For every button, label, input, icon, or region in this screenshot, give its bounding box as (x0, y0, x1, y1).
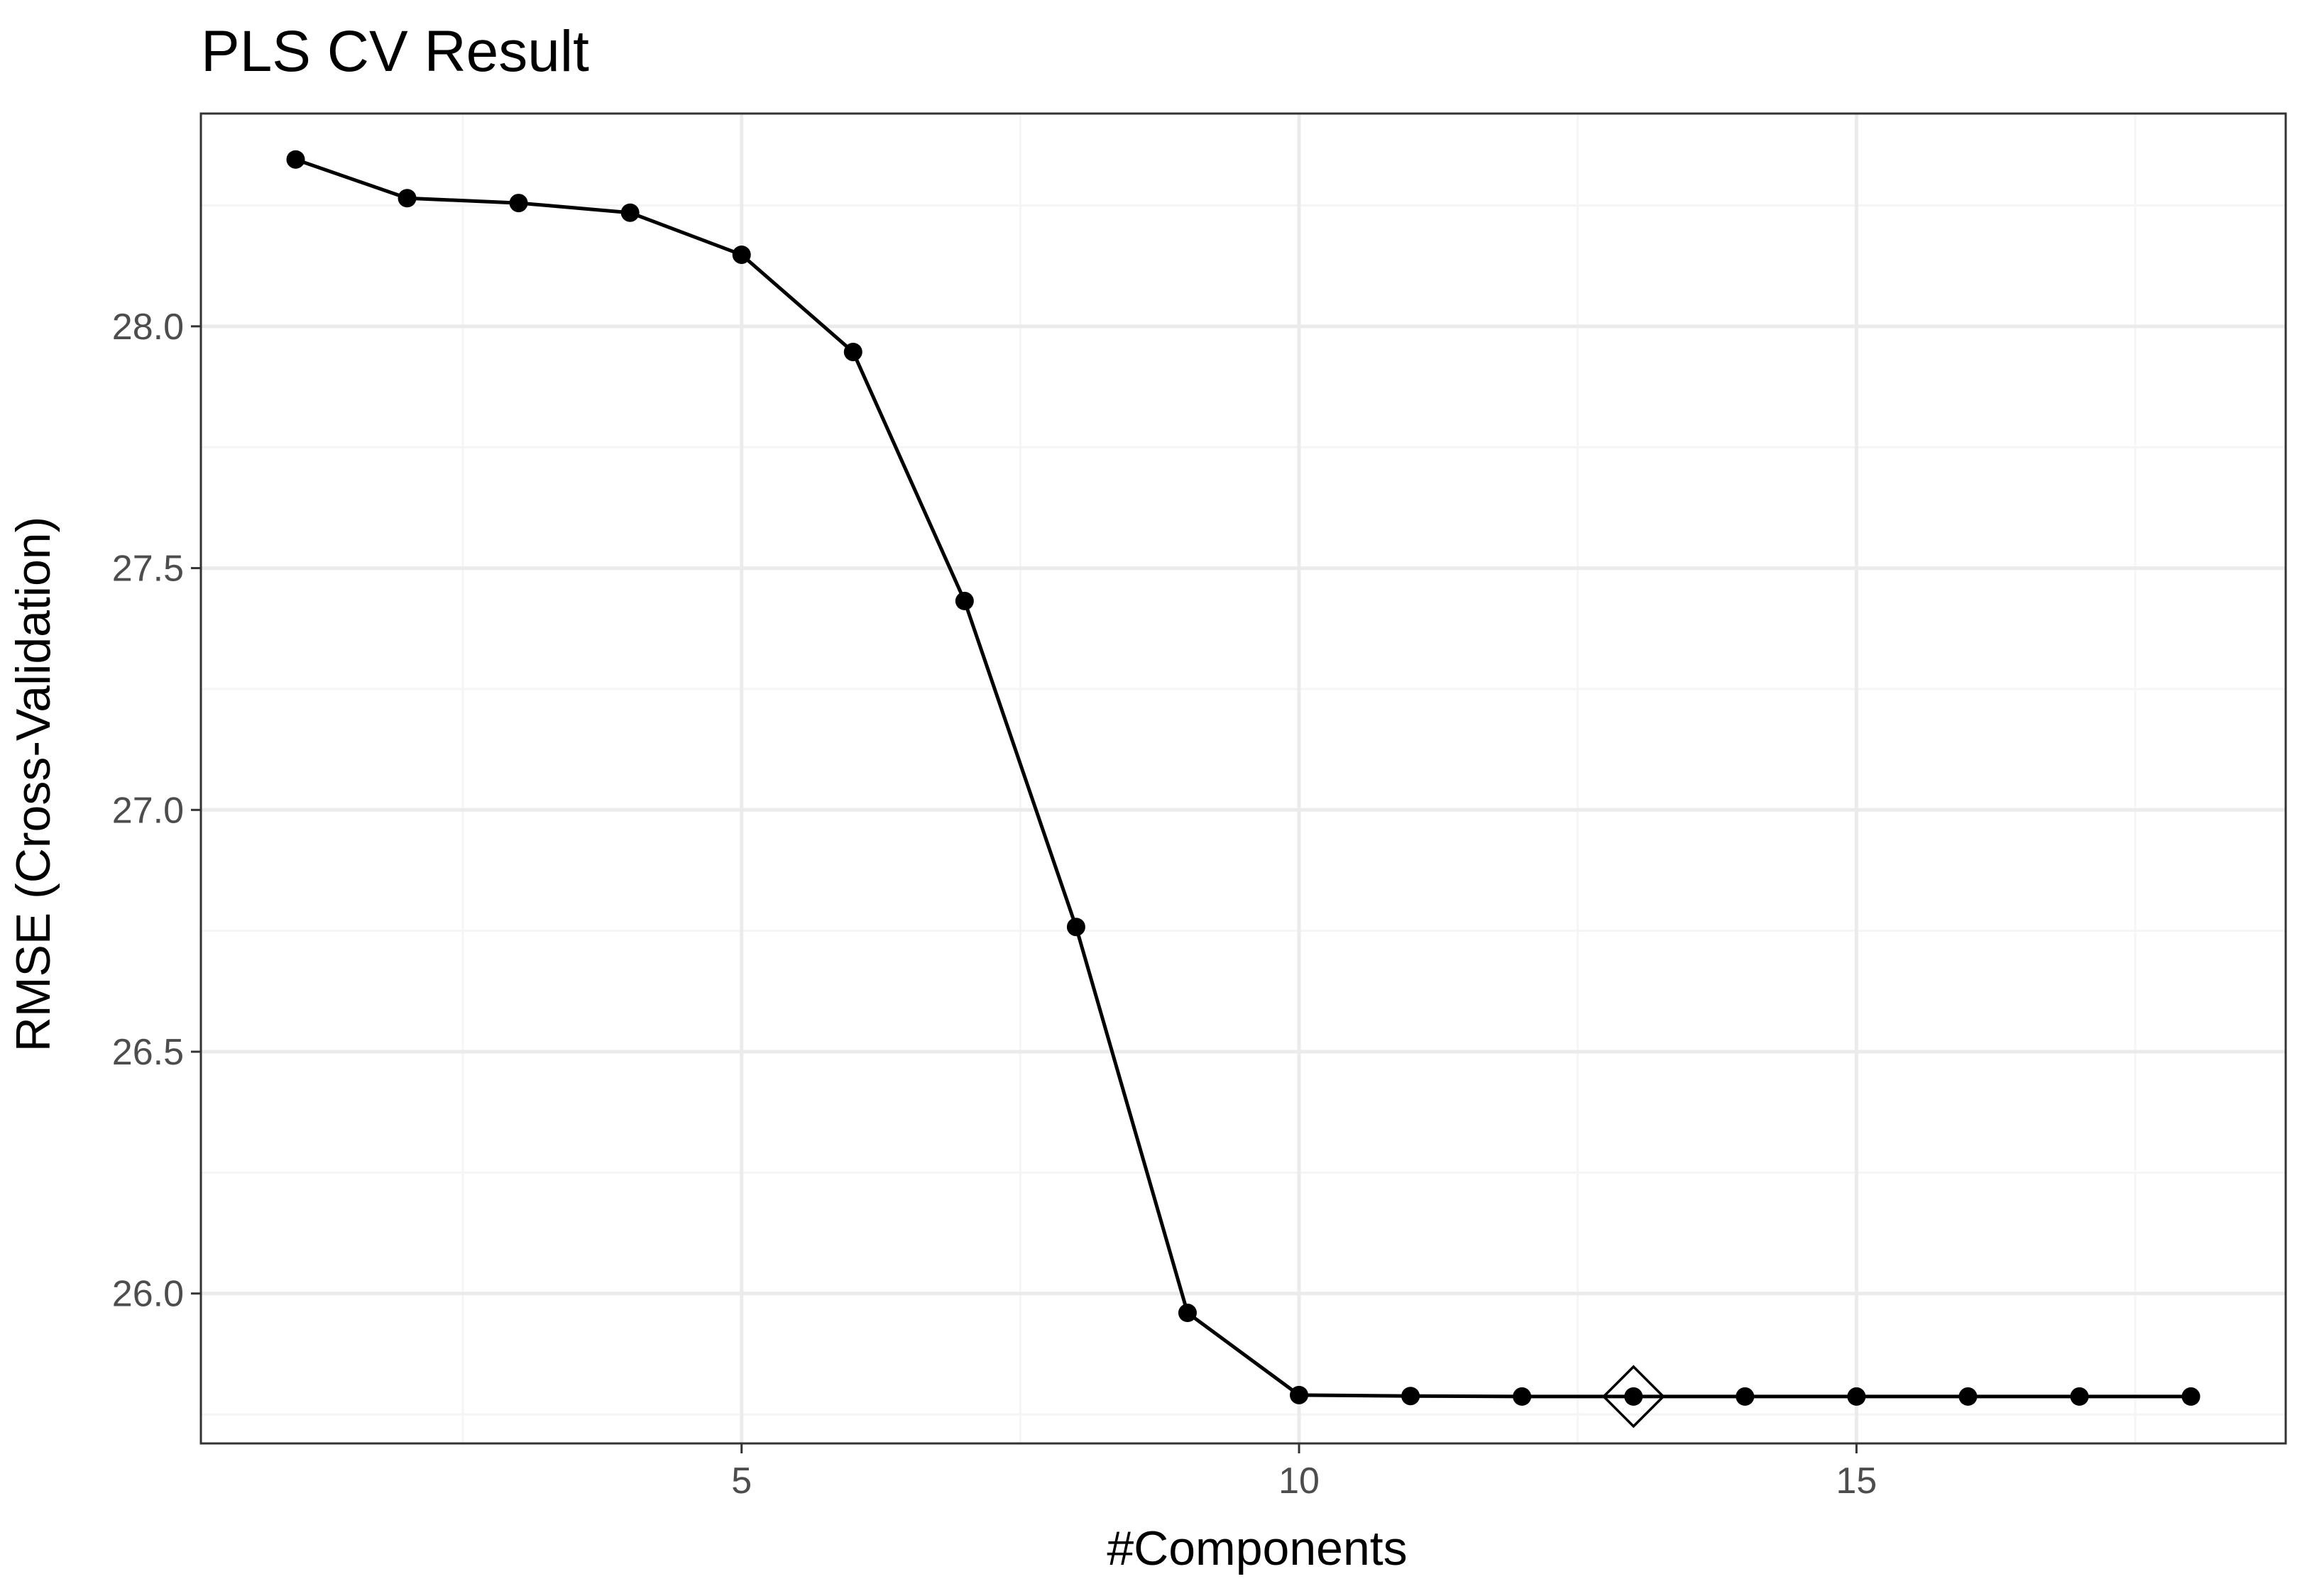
x-tick-label: 10 (1278, 1460, 1320, 1502)
y-tick-label: 27.5 (112, 549, 184, 590)
data-point (955, 591, 974, 610)
data-point (1958, 1387, 1978, 1406)
major-gridlines (201, 114, 2286, 1443)
data-point (509, 194, 528, 213)
data-point (286, 150, 305, 169)
data-point (1401, 1387, 1420, 1406)
data-point (620, 203, 640, 222)
x-axis-title: #Components (1107, 1521, 1407, 1575)
data-point (732, 245, 751, 264)
x-tick-label: 15 (1836, 1460, 1877, 1502)
data-point (1624, 1387, 1643, 1406)
data-point (1736, 1387, 1755, 1406)
data-point (1513, 1387, 1532, 1406)
data-point (1290, 1385, 1309, 1404)
data-point (843, 342, 862, 361)
data-point (1178, 1304, 1197, 1323)
series-line (295, 158, 2191, 1399)
minor-gridlines (201, 114, 2286, 1443)
y-axis-title: RMSE (Cross-Validation) (6, 517, 60, 1052)
data-point (2070, 1387, 2089, 1406)
highlight-layer (1601, 1365, 1665, 1429)
y-tick-label: 28.0 (112, 307, 184, 348)
x-tick-label: 5 (731, 1460, 752, 1502)
y-tick-label: 26.5 (112, 1032, 184, 1073)
optimal-marker (1601, 1365, 1665, 1429)
data-point (398, 189, 417, 208)
data-point (2181, 1387, 2201, 1406)
chart-title: PLS CV Result (201, 19, 589, 84)
y-axis: 26.0 26.5 27.0 27.5 28.0 (112, 307, 201, 1315)
series-layer (286, 150, 2201, 1406)
data-point (1847, 1387, 1866, 1406)
x-axis: 5 10 15 (731, 1443, 1877, 1502)
data-point (1066, 918, 1085, 937)
panel-border (199, 112, 2287, 1445)
y-tick-label: 27.0 (112, 790, 184, 831)
y-tick-label: 26.0 (112, 1274, 184, 1315)
